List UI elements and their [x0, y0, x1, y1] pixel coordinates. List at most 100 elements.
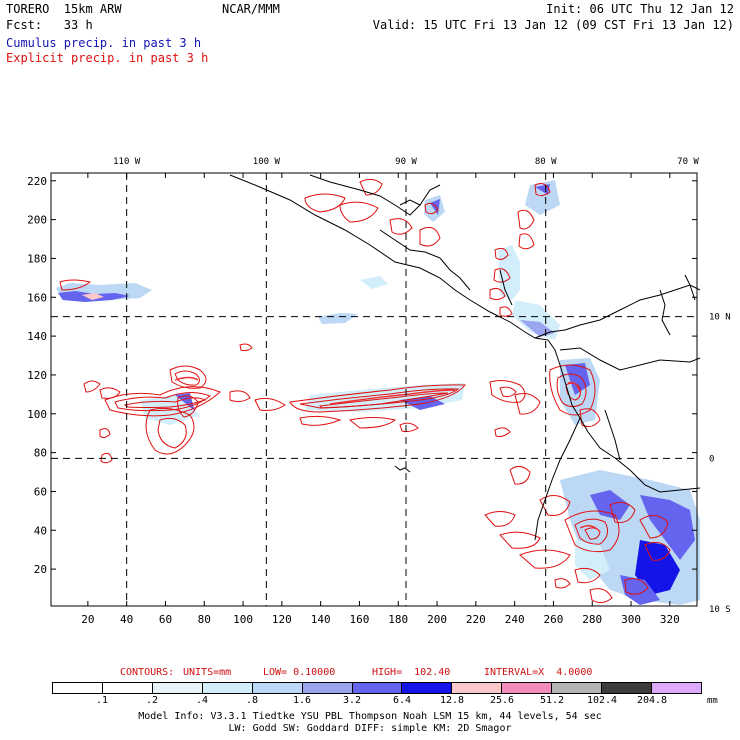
y-axis-ticks: 220 200 180 160 140 120 100 80 60 40 20: [27, 175, 697, 576]
cumulus-area: [565, 363, 590, 395]
init-time: Init: 06 UTC Thu 12 Jan 12: [546, 2, 734, 16]
legend-swatch: [552, 683, 603, 693]
legend-label: 6.4: [392, 695, 412, 706]
x-tick-label: 320: [660, 613, 680, 626]
cumulus-precip-label: Cumulus precip. in past 3 h: [6, 36, 202, 50]
cumulus-area: [635, 540, 680, 595]
legend-swatch: [102, 683, 153, 693]
longitude-label: 70 W: [677, 157, 699, 167]
x-tick-label: 120: [272, 613, 292, 626]
legend-label: 25.6: [489, 695, 515, 706]
x-tick-label: 40: [120, 613, 133, 626]
longitude-label: 100 W: [253, 157, 281, 167]
x-tick-label: 160: [350, 613, 370, 626]
explicit-precip-label: Explicit precip. in past 3 h: [6, 51, 209, 65]
contour-info: CONTOURS: UNITS=mm LOW= 0.10000 HIGH= 10…: [0, 667, 740, 681]
y-tick-label: 20: [34, 563, 47, 576]
longitude-label: 110 W: [113, 157, 141, 167]
x-tick-label: 80: [198, 613, 211, 626]
cumulus-area: [535, 184, 550, 195]
legend-swatch: [652, 683, 701, 693]
legend-label: 51.2: [539, 695, 565, 706]
longitude-label: 90 W: [395, 157, 417, 167]
legend-swatch: [202, 683, 253, 693]
cumulus-area: [498, 245, 520, 300]
legend-label: .2: [145, 695, 159, 706]
cumulus-area: [318, 313, 358, 324]
latitude-label: 10 S: [709, 605, 731, 615]
cumulus-area: [512, 300, 560, 340]
precip-map: 110 W 100 W 90 W 80 W 70 W 10 N 0 10 S: [27, 157, 731, 626]
plot-frame: [50, 172, 698, 607]
legend-label: .8: [245, 695, 259, 706]
y-tick-label: 200: [27, 214, 47, 227]
valid-time: Valid: 15 UTC Fri 13 Jan 12 (09 CST Fri …: [372, 18, 734, 32]
forecast-hour: Fcst: 33 h: [6, 18, 93, 32]
latitude-labels: 10 N 0 10 S: [709, 313, 731, 615]
legend-swatch: [53, 683, 103, 693]
x-tick-label: 140: [311, 613, 331, 626]
legend-swatch: [302, 683, 353, 693]
contours-low: LOW= 0.10000: [263, 667, 336, 678]
x-tick-label: 300: [621, 613, 641, 626]
x-tick-label: 280: [582, 613, 602, 626]
explicit-precip-contours: [59, 178, 671, 604]
cumulus-precip-areas: [56, 180, 700, 605]
contours-high: HIGH= 102.40: [372, 667, 451, 678]
lat-lon-grid: [51, 173, 697, 606]
x-tick-label: 180: [388, 613, 408, 626]
legend-unit: mm: [707, 696, 718, 706]
legend-swatch: [602, 683, 653, 693]
y-tick-label: 180: [27, 252, 47, 265]
color-legend: [52, 682, 702, 694]
y-tick-label: 40: [34, 524, 47, 537]
cumulus-area: [620, 575, 660, 605]
organization-label: NCAR/MMM: [222, 2, 280, 16]
legend-label: 3.2: [342, 695, 362, 706]
contours-units: UNITS=mm: [183, 667, 232, 678]
legend-swatch: [452, 683, 503, 693]
legend-labels: .1 .2 .4 .8 1.6 3.2 6.4 12.8 25.6 51.2 102.4 204.8: [0, 695, 740, 707]
latitude-label: 0: [709, 454, 714, 464]
x-tick-label: 20: [81, 613, 94, 626]
cumulus-area: [520, 320, 555, 337]
legend-swatch: [402, 683, 453, 693]
x-tick-label: 200: [427, 613, 447, 626]
cumulus-area: [360, 276, 388, 289]
legend-label: .1: [95, 695, 109, 706]
y-tick-label: 100: [27, 408, 47, 421]
legend-swatch: [352, 683, 403, 693]
legend-label: 204.8: [636, 695, 668, 706]
model-info: Model Info: V3.3.1 Tiedtke YSU PBL Thomp…: [138, 711, 602, 722]
cumulus-area: [82, 293, 104, 300]
x-tick-label: 60: [159, 613, 172, 626]
model-info-physics: LW: Godd SW: Goddard DIFF: simple KM: 2D…: [228, 723, 512, 734]
x-tick-label: 240: [505, 613, 525, 626]
y-tick-label: 60: [34, 485, 47, 498]
coastlines: [229, 174, 701, 541]
y-tick-label: 220: [27, 175, 47, 188]
longitude-label: 80 W: [535, 157, 557, 167]
contours-title: CONTOURS:: [120, 667, 175, 678]
x-tick-label: 220: [466, 613, 486, 626]
y-tick-label: 120: [27, 369, 47, 382]
cumulus-area: [575, 540, 610, 580]
legend-swatch: [152, 683, 203, 693]
x-tick-label: 100: [233, 613, 253, 626]
legend-label: .4: [195, 695, 209, 706]
y-tick-label: 140: [27, 330, 47, 343]
y-tick-label: 80: [34, 447, 47, 460]
explicit-precip-contours-dense: [174, 376, 601, 533]
x-axis-ticks: 20 40 60 80 100 120 140 160 180 200 220 240 260 280 30…: [81, 173, 680, 626]
legend-label: 12.8: [439, 695, 465, 706]
cumulus-area: [640, 495, 695, 560]
legend-swatch: [252, 683, 303, 693]
legend-label: 102.4: [586, 695, 618, 706]
model-title: TORERO 15km ARW: [6, 2, 122, 16]
cumulus-area: [525, 180, 560, 215]
legend-label: 1.6: [292, 695, 312, 706]
latitude-label: 10 N: [709, 313, 731, 323]
longitude-labels: 110 W 100 W 90 W 80 W 70 W: [113, 157, 699, 167]
x-tick-label: 260: [544, 613, 564, 626]
contours-interval: INTERVAL=X 4.0000: [484, 667, 593, 678]
